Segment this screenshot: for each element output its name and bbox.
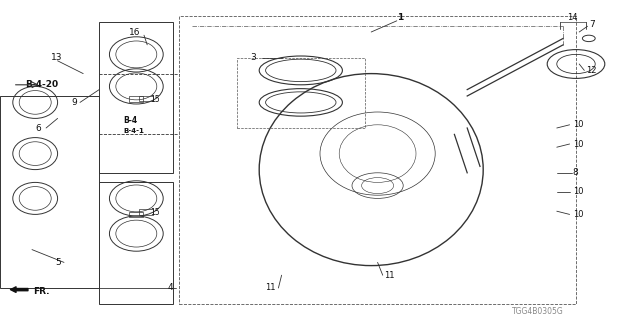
Text: 15: 15 bbox=[150, 95, 160, 104]
Text: 6: 6 bbox=[36, 124, 42, 132]
Text: 14: 14 bbox=[568, 13, 578, 22]
Text: 13: 13 bbox=[51, 53, 63, 62]
Bar bbox=[129, 212, 143, 217]
Text: FR.: FR. bbox=[33, 287, 50, 296]
Text: 10: 10 bbox=[573, 140, 583, 148]
Text: 10: 10 bbox=[573, 210, 583, 219]
Bar bbox=[99, 182, 173, 304]
Text: TGG4B0305G: TGG4B0305G bbox=[512, 308, 564, 316]
Text: 8: 8 bbox=[573, 168, 579, 177]
Text: B-4: B-4 bbox=[123, 116, 137, 124]
Text: 16: 16 bbox=[129, 28, 141, 36]
Bar bbox=[139, 96, 153, 101]
Text: 3: 3 bbox=[250, 53, 256, 62]
Bar bbox=[179, 16, 576, 304]
Text: 11: 11 bbox=[384, 271, 394, 280]
Text: 5: 5 bbox=[55, 258, 61, 267]
Text: 1: 1 bbox=[397, 13, 403, 22]
Text: 11: 11 bbox=[265, 284, 275, 292]
Text: 10: 10 bbox=[573, 120, 583, 129]
Bar bbox=[99, 22, 173, 173]
Text: 15: 15 bbox=[150, 208, 160, 217]
Text: 10: 10 bbox=[573, 188, 583, 196]
Text: 9: 9 bbox=[71, 98, 77, 107]
Bar bbox=[129, 96, 143, 102]
Text: 12: 12 bbox=[586, 66, 596, 75]
Bar bbox=[237, 58, 365, 128]
Text: B-4-20: B-4-20 bbox=[26, 80, 59, 89]
Bar bbox=[0, 96, 99, 288]
Text: B-4-1: B-4-1 bbox=[123, 128, 144, 134]
Bar bbox=[139, 209, 153, 215]
Text: 4: 4 bbox=[167, 284, 173, 292]
Text: 7: 7 bbox=[589, 20, 595, 28]
